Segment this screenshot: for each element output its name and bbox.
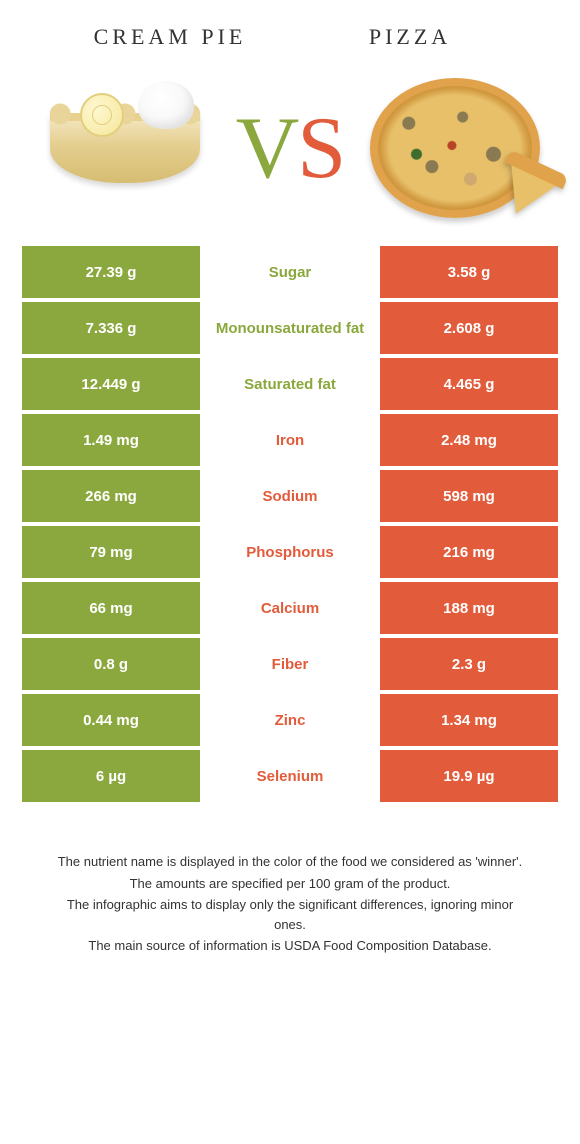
nutrient-row: 6 µgSelenium19.9 µg <box>22 750 558 802</box>
footnote-line: The amounts are specified per 100 gram o… <box>50 874 530 894</box>
left-value: 79 mg <box>22 526 200 578</box>
vs-v: V <box>236 100 298 197</box>
right-value: 4.465 g <box>380 358 558 410</box>
nutrient-label: Iron <box>200 414 380 466</box>
nutrient-label: Saturated fat <box>200 358 380 410</box>
right-value: 188 mg <box>380 582 558 634</box>
right-value: 2.48 mg <box>380 414 558 466</box>
nutrient-row: 0.8 gFiber2.3 g <box>22 638 558 690</box>
left-value: 12.449 g <box>22 358 200 410</box>
nutrient-row: 266 mgSodium598 mg <box>22 470 558 522</box>
nutrient-row: 1.49 mgIron2.48 mg <box>22 414 558 466</box>
right-value: 2.608 g <box>380 302 558 354</box>
nutrient-row: 12.449 gSaturated fat4.465 g <box>22 358 558 410</box>
right-value: 2.3 g <box>380 638 558 690</box>
hero-row: VS <box>20 60 560 246</box>
footnote-line: The infographic aims to display only the… <box>50 895 530 934</box>
vs-label: VS <box>236 98 345 199</box>
left-value: 27.39 g <box>22 246 200 298</box>
right-food-title: PIZZA <box>290 24 530 50</box>
right-value: 19.9 µg <box>380 750 558 802</box>
left-value: 1.49 mg <box>22 414 200 466</box>
footnote-line: The main source of information is USDA F… <box>50 936 530 956</box>
pie-illustration <box>50 113 200 183</box>
left-value: 266 mg <box>22 470 200 522</box>
left-value: 66 mg <box>22 582 200 634</box>
footnote-line: The nutrient name is displayed in the co… <box>50 852 530 872</box>
nutrient-row: 27.39 gSugar3.58 g <box>22 246 558 298</box>
nutrient-label: Selenium <box>200 750 380 802</box>
nutrient-label: Sugar <box>200 246 380 298</box>
nutrient-table: 27.39 gSugar3.58 g7.336 gMonounsaturated… <box>20 246 560 802</box>
nutrient-label: Phosphorus <box>200 526 380 578</box>
right-value: 3.58 g <box>380 246 558 298</box>
footnotes: The nutrient name is displayed in the co… <box>20 806 560 956</box>
nutrient-label: Calcium <box>200 582 380 634</box>
cream-pie-image <box>30 68 220 228</box>
nutrient-label: Monounsaturated fat <box>200 302 380 354</box>
nutrient-label: Zinc <box>200 694 380 746</box>
header-titles: CREAM PIE PIZZA <box>20 24 560 60</box>
left-value: 0.44 mg <box>22 694 200 746</box>
left-value: 6 µg <box>22 750 200 802</box>
nutrient-row: 79 mgPhosphorus216 mg <box>22 526 558 578</box>
left-food-title: CREAM PIE <box>50 24 290 50</box>
pizza-illustration <box>370 78 540 218</box>
nutrient-label: Sodium <box>200 470 380 522</box>
vs-s: S <box>297 100 344 197</box>
nutrient-label: Fiber <box>200 638 380 690</box>
right-value: 216 mg <box>380 526 558 578</box>
left-value: 7.336 g <box>22 302 200 354</box>
nutrient-row: 0.44 mgZinc1.34 mg <box>22 694 558 746</box>
left-value: 0.8 g <box>22 638 200 690</box>
nutrient-row: 7.336 gMonounsaturated fat2.608 g <box>22 302 558 354</box>
nutrient-row: 66 mgCalcium188 mg <box>22 582 558 634</box>
right-value: 598 mg <box>380 470 558 522</box>
pizza-image <box>360 68 550 228</box>
right-value: 1.34 mg <box>380 694 558 746</box>
